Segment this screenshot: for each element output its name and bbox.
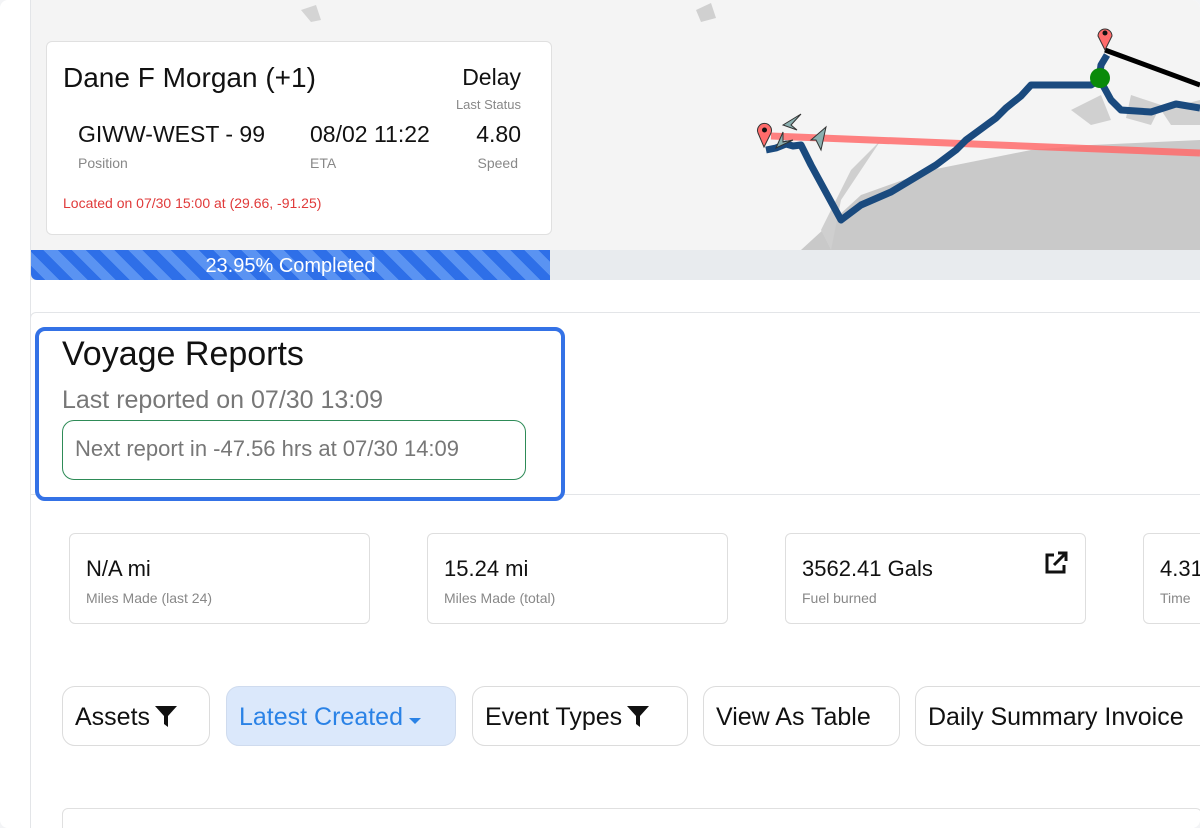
map-canvas bbox=[301, 3, 1200, 250]
vessel-route-line bbox=[1096, 78, 1200, 116]
map-land bbox=[801, 140, 1200, 250]
voyage-reports-header: Voyage Reports Last reported on 07/30 13… bbox=[35, 327, 565, 501]
position-value: GIWW-WEST - 99 bbox=[78, 121, 265, 147]
connector-line bbox=[1104, 47, 1200, 88]
external-link-icon[interactable] bbox=[1043, 550, 1069, 576]
stat-label: Time bbox=[1160, 590, 1191, 606]
caret-down-icon bbox=[409, 718, 421, 724]
stat-value: N/A mi bbox=[86, 556, 151, 581]
next-report-badge: Next report in -47.56 hrs at 07/30 14:09 bbox=[62, 420, 526, 480]
stat-card-miles-last-24: N/A mi Miles Made (last 24) bbox=[69, 533, 370, 624]
start-pin-icon[interactable] bbox=[757, 122, 772, 149]
voyage-progress-bar: 23.95% Completed bbox=[31, 250, 1200, 280]
stat-label: Fuel burned bbox=[802, 590, 877, 606]
stat-value: 3562.41 Gals bbox=[802, 556, 933, 581]
view-as-table-button[interactable]: View As Table bbox=[703, 686, 900, 746]
last-reported-text: Last reported on 07/30 13:09 bbox=[62, 386, 384, 414]
stat-label: Miles Made (last 24) bbox=[86, 590, 213, 606]
last-status-value: Delay bbox=[462, 64, 521, 90]
button-label: Daily Summary Invoice bbox=[928, 703, 1184, 731]
filter-icon bbox=[155, 706, 178, 727]
location-text: Located on 07/30 15:00 at (29.66, -91.25… bbox=[63, 195, 322, 211]
stat-card-fuel-burned: 3562.41 Gals Fuel burned bbox=[785, 533, 1086, 624]
position-label: Position bbox=[78, 155, 128, 171]
speed-label: Speed bbox=[477, 155, 518, 171]
stat-label: Miles Made (total) bbox=[444, 590, 556, 606]
planned-route-line bbox=[770, 132, 1200, 157]
map-land bbox=[696, 3, 716, 22]
vessel-arrow-icon[interactable] bbox=[781, 113, 802, 131]
stat-value: 15.24 mi bbox=[444, 556, 529, 581]
progress-fill bbox=[31, 250, 550, 280]
map-land bbox=[821, 140, 881, 250]
vessel-arrow-icon[interactable] bbox=[809, 125, 827, 152]
vessel-info-card: Dane F Morgan (+1) Delay Last Status GIW… bbox=[46, 41, 552, 235]
assets-filter-button[interactable]: Assets bbox=[62, 686, 210, 746]
end-pin-icon[interactable] bbox=[1097, 28, 1113, 52]
button-label: Event Types bbox=[485, 703, 623, 731]
map-land bbox=[1071, 95, 1111, 125]
button-label: Latest Created bbox=[239, 703, 403, 731]
divider bbox=[30, 494, 1200, 495]
eta-value: 08/02 11:22 bbox=[310, 121, 430, 147]
button-label: View As Table bbox=[716, 703, 871, 731]
vessel-name: Dane F Morgan (+1) bbox=[63, 62, 316, 93]
daily-summary-invoice-button[interactable]: Daily Summary Invoice bbox=[915, 686, 1200, 746]
filter-icon bbox=[627, 706, 650, 727]
progress-label: 23.95% Completed bbox=[205, 255, 376, 277]
vessel-route-line bbox=[765, 53, 1111, 224]
vessel-arrow-icon[interactable] bbox=[775, 131, 794, 150]
speed-value: 4.80 bbox=[476, 121, 521, 147]
stat-card-miles-total: 15.24 mi Miles Made (total) bbox=[427, 533, 728, 624]
stat-card-time: 4.31 Time bbox=[1143, 533, 1200, 624]
sort-latest-created-button[interactable]: Latest Created bbox=[226, 686, 456, 746]
last-status-label: Last Status bbox=[455, 97, 521, 112]
current-position-marker[interactable] bbox=[1090, 68, 1110, 88]
eta-label: ETA bbox=[310, 155, 337, 171]
event-types-filter-button[interactable]: Event Types bbox=[472, 686, 688, 746]
stat-value: 4.31 bbox=[1160, 556, 1200, 581]
map-land bbox=[301, 5, 321, 22]
reports-list bbox=[62, 808, 1200, 828]
page-title: Voyage Reports bbox=[62, 335, 304, 373]
button-label: Assets bbox=[75, 703, 151, 731]
